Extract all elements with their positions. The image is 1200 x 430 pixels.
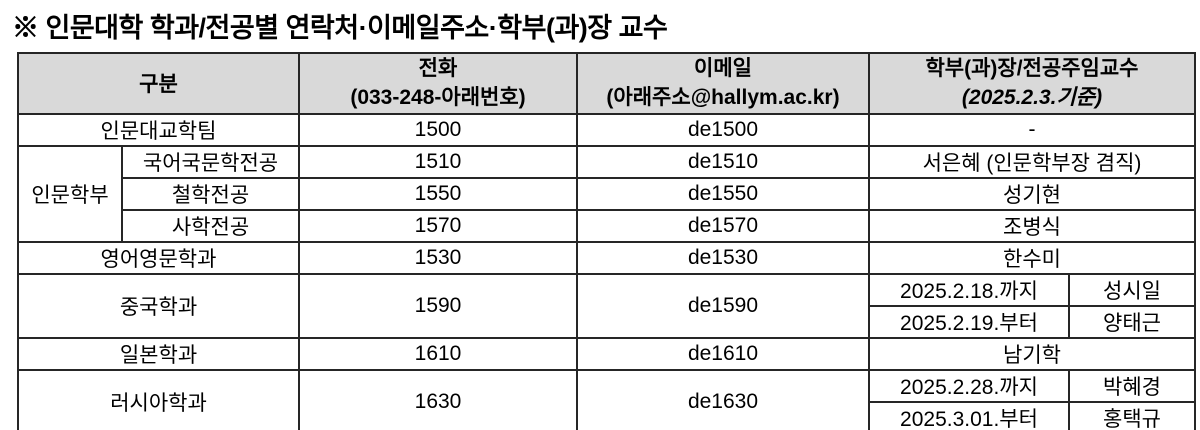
cell-head: 조병식 — [868, 208, 1196, 243]
cell-head-period: 2025.3.01.부터 — [868, 400, 1070, 430]
header-email-note: (아래주소@hallym.ac.kr) — [606, 86, 840, 110]
table-row: 영어영문학과 1530 de1530 한수미 — [17, 240, 1196, 275]
cell-head-name: 홍택규 — [1068, 400, 1196, 430]
cell-email: de1610 — [576, 336, 870, 371]
table-row: 러시아학과 1630 de1630 2025.2.28.까지 박혜경 — [17, 368, 1196, 430]
cell-email: de1570 — [576, 208, 870, 243]
header-cell-head: 학부(과)장/전공주임교수 (2025.2.3.기준) — [868, 52, 1196, 115]
cell-department: 인문대교학팀 — [17, 112, 300, 147]
cell-head: 남기학 — [868, 336, 1196, 371]
table-row: 철학전공 1550 de1550 성기현 — [18, 176, 1196, 211]
contacts-table: 구분 전화 (033-248-아래번호) 이메일 (아래주소@hallym.ac… — [17, 52, 1196, 430]
table-row: 인문학부 국어국문학전공 1510 de1510 서은혜 (인문학부장 겸직) — [17, 144, 1196, 243]
cell-head-name: 박혜경 — [1068, 368, 1196, 403]
cell-head-period: 2025.2.19.부터 — [868, 304, 1070, 339]
cell-head: 한수미 — [868, 240, 1196, 275]
cell-phone: 1510 — [298, 144, 578, 179]
cell-head-name: 양태근 — [1068, 304, 1196, 339]
table-row: 2025.3.01.부터 홍택규 — [18, 400, 1196, 430]
cell-major: 국어국문학전공 — [121, 144, 300, 179]
cell-email: de1530 — [576, 240, 870, 275]
cell-head: 서은혜 (인문학부장 겸직) — [868, 144, 1196, 179]
table-row: 2025.2.19.부터 양태근 — [18, 304, 1196, 339]
cell-head-period: 2025.2.18.까지 — [868, 272, 1070, 307]
cell-department: 러시아학과 — [17, 368, 300, 430]
cell-major: 철학전공 — [121, 176, 300, 211]
cell-head: - — [868, 112, 1196, 147]
cell-email: de1550 — [576, 176, 870, 211]
cell-phone: 1610 — [298, 336, 578, 371]
header-cell-email: 이메일 (아래주소@hallym.ac.kr) — [576, 52, 870, 115]
header-head-date: (2025.2.3.기준) — [961, 86, 1103, 110]
header-email-title: 이메일 — [694, 57, 752, 80]
cell-phone: 1500 — [298, 112, 578, 147]
header-phone-note: (033-248-아래번호) — [350, 86, 526, 110]
table-row: 중국학과 1590 de1590 2025.2.18.까지 성시일 — [17, 272, 1196, 339]
cell-head-name: 성시일 — [1068, 272, 1196, 307]
header-phone-title: 전화 — [418, 57, 458, 80]
table-row: 일본학과 1610 de1610 남기학 — [17, 336, 1196, 371]
header-head-title: 학부(과)장/전공주임교수 — [925, 57, 1139, 80]
cell-head: 성기현 — [868, 176, 1196, 211]
cell-email: de1510 — [576, 144, 870, 179]
cell-major: 사학전공 — [121, 208, 300, 243]
cell-email: de1630 — [576, 368, 870, 430]
cell-email: de1500 — [576, 112, 870, 147]
cell-phone: 1530 — [298, 240, 578, 275]
table-row: 인문대교학팀 1500 de1500 - — [17, 112, 1196, 147]
cell-department: 영어영문학과 — [17, 240, 300, 275]
cell-phone: 1550 — [298, 176, 578, 211]
cell-head-period: 2025.2.28.까지 — [868, 368, 1070, 403]
cell-group: 인문학부 — [17, 144, 123, 243]
table-row: 사학전공 1570 de1570 조병식 — [18, 208, 1196, 243]
page-title: ※ 인문대학 학과/전공별 연락처·이메일주소·학부(과)장 교수 — [12, 13, 668, 43]
cell-email: de1590 — [576, 272, 870, 339]
header-cell-category: 구분 — [17, 52, 300, 115]
cell-phone: 1590 — [298, 272, 578, 339]
cell-department: 일본학과 — [17, 336, 300, 371]
header-row: 구분 전화 (033-248-아래번호) 이메일 (아래주소@hallym.ac… — [17, 52, 1196, 115]
cell-phone: 1630 — [298, 368, 578, 430]
cell-department: 중국학과 — [17, 272, 300, 339]
header-cell-phone: 전화 (033-248-아래번호) — [298, 52, 578, 115]
cell-phone: 1570 — [298, 208, 578, 243]
